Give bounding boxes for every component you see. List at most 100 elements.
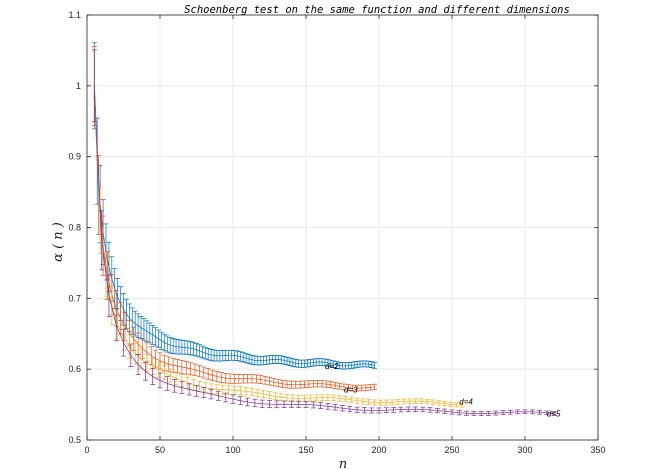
annotation-d=5: d=5 [547, 410, 561, 419]
error-bar [245, 397, 251, 407]
error-bar [91, 49, 97, 123]
error-bar [179, 360, 185, 374]
y-tick-label: 0.5 [68, 435, 81, 445]
annotation-d=3: d=3 [344, 386, 358, 395]
y-tick-label: 1.1 [68, 10, 81, 20]
error-bar [348, 361, 354, 369]
error-bar [325, 394, 331, 401]
error-bar [278, 393, 284, 401]
x-tick-label: 250 [444, 445, 459, 455]
error-bar [342, 395, 348, 403]
annotation-d=2: d=2 [325, 362, 339, 371]
error-bar [307, 394, 313, 402]
error-bar [201, 387, 207, 398]
error-bar [287, 357, 293, 366]
error-bar [214, 371, 220, 382]
error-bar [167, 368, 173, 383]
error-bar [271, 377, 277, 387]
error-bar [315, 380, 321, 388]
error-bar [319, 380, 325, 388]
x-tick-label: 100 [225, 445, 240, 455]
error-bar [284, 380, 290, 389]
error-bar [471, 411, 477, 417]
error-bar [297, 380, 303, 389]
error-bar [290, 358, 296, 367]
error-bar [337, 395, 343, 402]
error-bar [453, 402, 459, 408]
error-bar [267, 400, 272, 409]
x-tick-label: 300 [517, 445, 532, 455]
error-bar [231, 373, 237, 384]
error-bar [500, 410, 506, 415]
error-bar [243, 353, 249, 364]
annotation-d=4: d=4 [459, 398, 473, 407]
y-tick-label: 0.7 [68, 293, 81, 303]
error-bar [302, 380, 308, 389]
error-bar [361, 407, 367, 414]
error-bar [261, 390, 267, 399]
x-tick-label: 200 [371, 445, 386, 455]
error-bar [164, 335, 170, 353]
error-bar [478, 411, 484, 417]
error-bar [377, 399, 383, 406]
error-bar [278, 355, 284, 365]
error-bar [288, 400, 294, 408]
error-bar [313, 394, 319, 402]
error-bar [442, 401, 448, 407]
error-bar [334, 361, 340, 369]
y-axis-label: α ( n ) [51, 222, 66, 262]
error-bar [275, 378, 281, 388]
error-bar [372, 399, 378, 406]
error-bar [141, 318, 147, 341]
error-bar [372, 383, 378, 391]
error-bar [319, 394, 325, 401]
error-bar [220, 384, 226, 395]
error-bar [281, 400, 287, 409]
error-bar [240, 374, 246, 384]
error-bar [376, 407, 382, 414]
error-bar [192, 363, 198, 377]
error-bar [170, 357, 176, 373]
error-bar [150, 368, 156, 385]
error-bar [157, 372, 163, 389]
error-bar [398, 406, 404, 413]
error-bar [226, 385, 232, 395]
error-bar [253, 374, 259, 384]
error-bar [442, 408, 448, 414]
error-bar [515, 409, 521, 415]
chart-title: Schoenberg test on the same function and… [184, 4, 570, 16]
y-tick-label: 1 [76, 81, 81, 91]
error-bar [369, 407, 375, 414]
error-bar [170, 338, 176, 354]
error-bar [161, 333, 167, 352]
error-bar [296, 400, 302, 408]
error-bar [249, 354, 255, 365]
error-bar [208, 348, 214, 361]
error-bar [144, 320, 150, 342]
error-bar [456, 410, 462, 416]
error-bar [389, 399, 395, 406]
error-bar [366, 360, 372, 368]
x-tick-label: 150 [298, 445, 313, 455]
y-tick-label: 0.8 [68, 223, 81, 233]
error-bar [236, 373, 242, 384]
series-line [93, 85, 555, 415]
error-bar [537, 410, 543, 415]
error-bar [210, 369, 216, 381]
x-tick-label: 50 [155, 445, 165, 455]
y-tick-label: 0.9 [68, 152, 81, 162]
error-bar [427, 407, 433, 413]
error-bar [252, 398, 258, 408]
error-bar [303, 401, 309, 408]
error-bar [172, 379, 178, 393]
error-bar [183, 361, 189, 375]
error-bar [325, 359, 331, 367]
error-bar [331, 360, 337, 368]
error-bar [99, 210, 105, 271]
error-bar [332, 404, 338, 411]
error-bar [262, 375, 268, 385]
error-bar [106, 274, 112, 317]
error-bar [413, 398, 418, 404]
